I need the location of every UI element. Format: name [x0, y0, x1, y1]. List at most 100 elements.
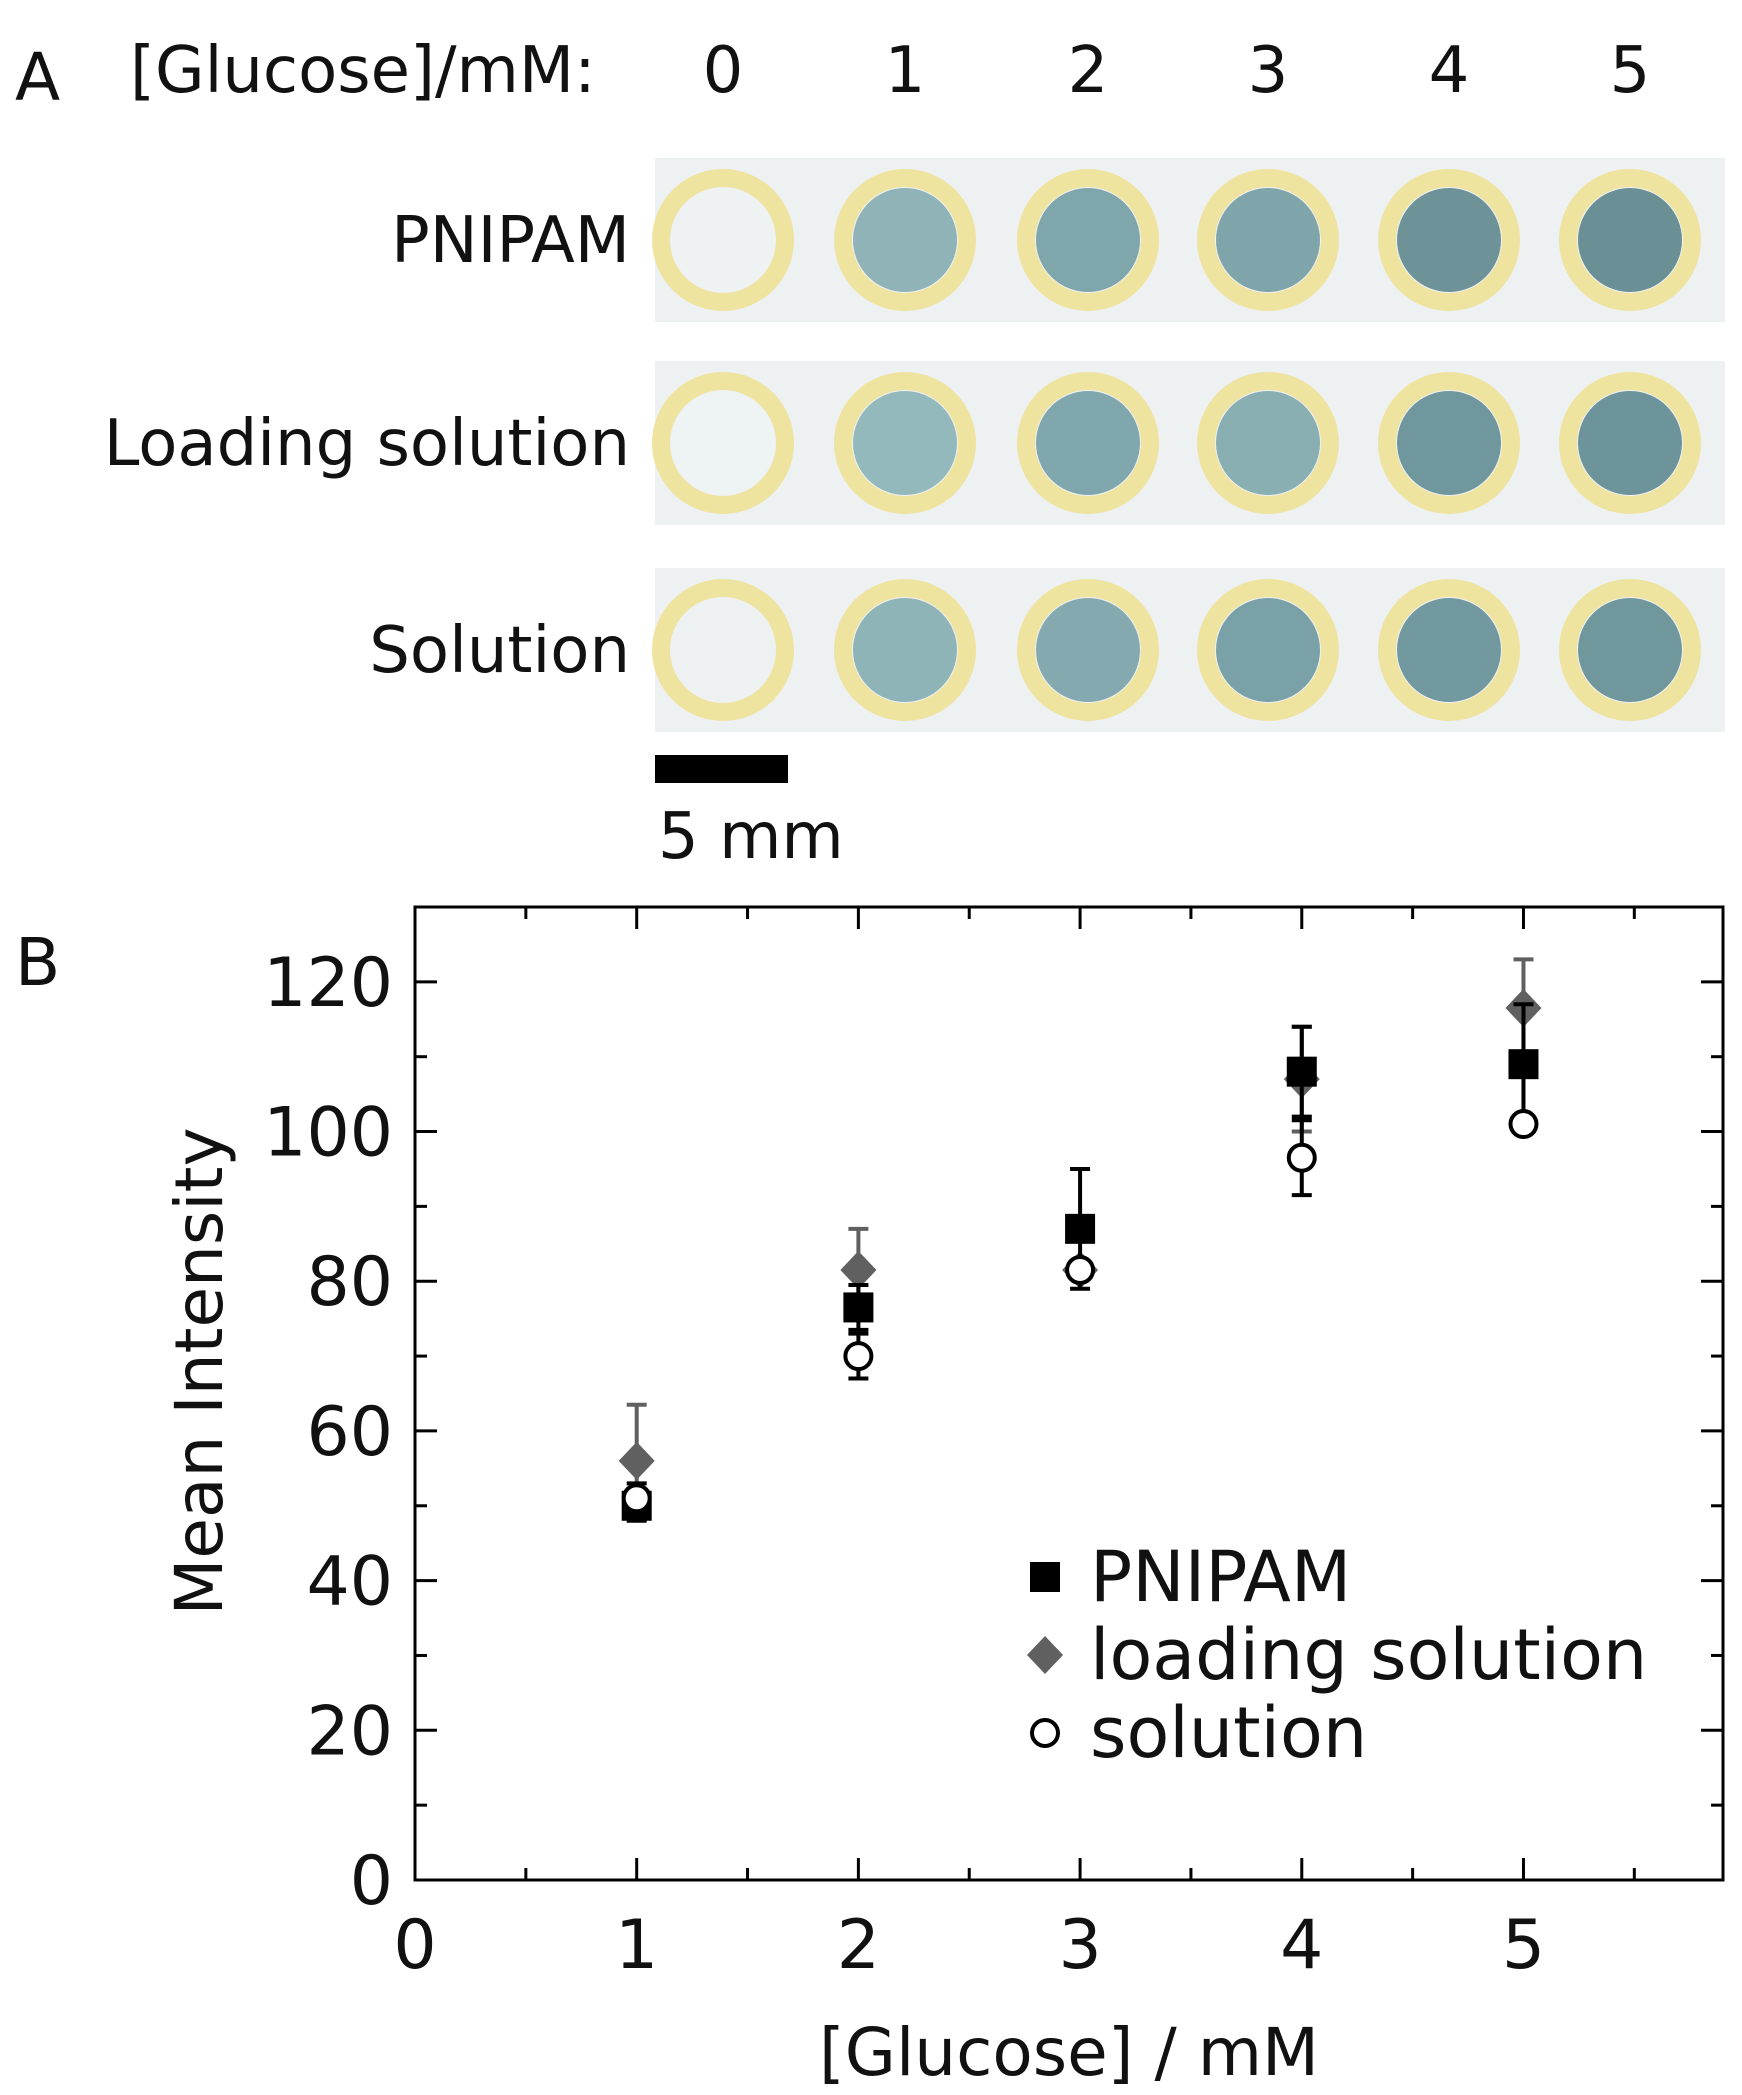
legend-marker	[1030, 1562, 1060, 1592]
data-point	[1065, 1255, 1096, 1286]
data-point	[1508, 1109, 1539, 1140]
legend-label: loading solution	[1090, 1614, 1647, 1696]
strip-background	[655, 568, 1725, 732]
y-tick-label: 20	[306, 1692, 393, 1771]
assay-spot	[1216, 188, 1320, 292]
concentration-label: 0	[703, 34, 744, 108]
assay-spot	[1036, 598, 1140, 702]
y-tick-label: 100	[263, 1094, 393, 1173]
scale-bar-label: 5 mm	[658, 800, 844, 874]
assay-spot	[671, 598, 775, 702]
wax-ring	[1017, 169, 1159, 311]
axis-tick-labels: 0 1 2 3 4 5 0 20 40 60 80 100 120	[263, 944, 1545, 1985]
wax-ring	[1197, 169, 1339, 311]
series-solution	[621, 1109, 1539, 1516]
data-point	[1065, 1213, 1096, 1244]
wax-ring	[834, 372, 976, 514]
data-point	[618, 1441, 655, 1480]
row-label: Solution	[369, 614, 630, 688]
legend-marker	[1027, 1636, 1063, 1674]
assay-spot	[1578, 188, 1682, 292]
assay-spot	[1578, 598, 1682, 702]
assay-spot	[671, 188, 775, 292]
wax-ring	[1017, 579, 1159, 721]
row-label: Loading solution	[104, 407, 630, 481]
x-tick-label: 2	[837, 1906, 880, 1985]
data-points	[618, 957, 1542, 1523]
concentration-label: 3	[1248, 34, 1289, 108]
data-point	[843, 1341, 874, 1372]
wax-ring	[834, 579, 976, 721]
wax-ring	[1378, 372, 1520, 514]
assay-spot	[1036, 188, 1140, 292]
legend-label: PNIPAM	[1090, 1536, 1351, 1618]
panel-a-letter: A	[15, 39, 60, 116]
y-tick-label: 40	[306, 1543, 393, 1622]
axis-ticks	[413, 905, 1723, 1882]
x-axis-label: [Glucose] / mM	[819, 2014, 1319, 2091]
wax-ring	[652, 169, 794, 311]
glucose-header-label: [Glucose]/mM:	[130, 34, 596, 108]
data-point	[843, 1292, 874, 1323]
concentration-label: 2	[1068, 34, 1109, 108]
y-tick-label: 80	[306, 1243, 393, 1322]
strip-row	[652, 568, 1725, 732]
test-strips	[652, 158, 1725, 732]
strip-row	[652, 361, 1725, 525]
assay-spot	[1397, 188, 1501, 292]
x-tick-label: 1	[615, 1906, 658, 1985]
y-tick-label: 120	[263, 944, 393, 1023]
wax-ring	[1197, 579, 1339, 721]
legend-item: solution	[1030, 1692, 1367, 1774]
x-tick-label: 5	[1502, 1906, 1545, 1985]
strip-background	[655, 361, 1725, 525]
x-tick-label: 3	[1058, 1906, 1101, 1985]
assay-spot	[1578, 391, 1682, 495]
wax-ring	[1197, 372, 1339, 514]
panel-a: A [Glucose]/mM: 0 1 2 3 4 5 PNIPAM Loading sol…	[15, 34, 1725, 874]
y-tick-label: 0	[350, 1842, 393, 1921]
wax-ring	[1559, 169, 1701, 311]
y-axis-label: Mean Intensity	[161, 1127, 238, 1615]
strip-background	[655, 158, 1725, 322]
assay-spot	[1397, 598, 1501, 702]
wax-ring	[652, 579, 794, 721]
wax-ring	[1017, 372, 1159, 514]
assay-spot	[1397, 391, 1501, 495]
assay-spot	[853, 188, 957, 292]
assay-spot	[1216, 598, 1320, 702]
series-pnipam	[621, 1002, 1539, 1523]
data-point	[1286, 1142, 1317, 1173]
wax-ring	[834, 169, 976, 311]
concentration-label: 4	[1429, 34, 1470, 108]
assay-spot	[1216, 391, 1320, 495]
wax-ring	[1559, 579, 1701, 721]
legend-item: PNIPAM	[1030, 1536, 1351, 1618]
concentration-label: 5	[1610, 34, 1651, 108]
wax-ring	[652, 372, 794, 514]
data-point	[1508, 1049, 1539, 1080]
concentration-label: 1	[885, 34, 926, 108]
row-label: PNIPAM	[391, 204, 630, 278]
x-tick-label: 4	[1280, 1906, 1323, 1985]
legend-marker	[1030, 1718, 1060, 1748]
assay-spot	[1036, 391, 1140, 495]
assay-spot	[853, 391, 957, 495]
data-point	[1286, 1056, 1317, 1087]
data-point	[621, 1483, 652, 1514]
y-tick-label: 60	[306, 1393, 393, 1472]
wax-ring	[1559, 372, 1701, 514]
wax-ring	[1378, 169, 1520, 311]
plot-frame	[413, 905, 1725, 1882]
row-labels: PNIPAM Loading solution Solution	[104, 204, 630, 688]
data-point	[840, 1251, 877, 1290]
wax-ring	[1378, 579, 1520, 721]
concentration-labels: 0 1 2 3 4 5	[703, 34, 1651, 108]
scale-bar	[655, 755, 788, 783]
x-tick-label: 0	[393, 1906, 436, 1985]
legend-item: loading solution	[1027, 1614, 1647, 1696]
